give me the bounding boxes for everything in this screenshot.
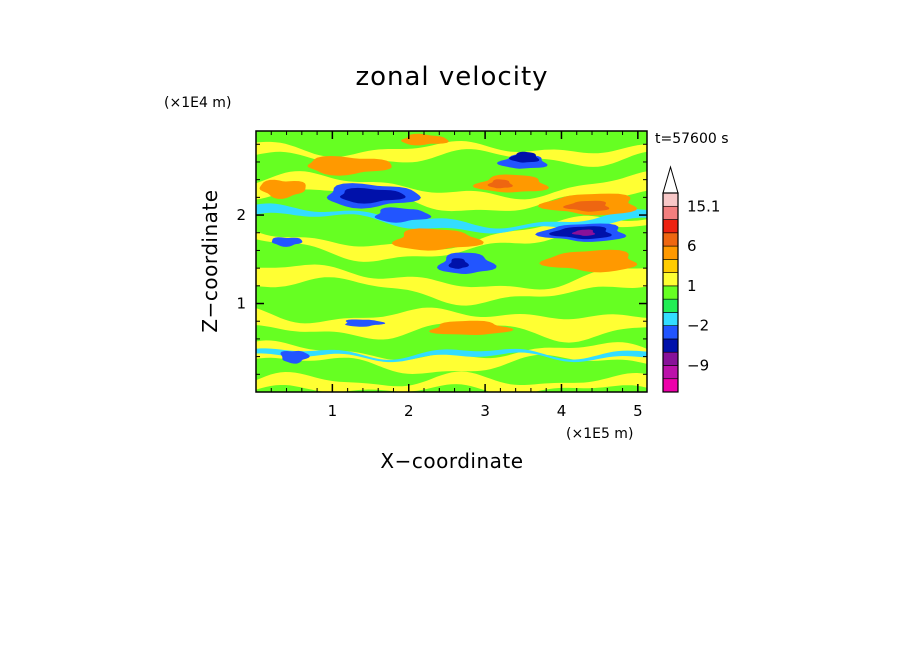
y-tick-label: 2 — [236, 206, 246, 224]
colorbar-tick-label: −2 — [687, 317, 709, 335]
colorbar-swatch — [662, 205, 679, 220]
contour-blob — [472, 174, 550, 193]
chart-title: zonal velocity — [355, 62, 548, 92]
contour-band — [256, 371, 647, 392]
contour-blob — [259, 179, 306, 199]
contour-blob — [339, 187, 406, 204]
x-axis-label: X−coordinate — [380, 449, 523, 473]
x-tick-label: 2 — [404, 402, 414, 420]
x-tick-label: 1 — [328, 402, 338, 420]
colorbar-swatch — [662, 245, 679, 260]
contour-blob — [487, 179, 513, 189]
colorbar-tick-label: 15.1 — [687, 197, 720, 215]
contour-band — [256, 171, 647, 212]
colorbar: 15.1 6 1 −2 −9 — [662, 165, 720, 393]
contour-band — [256, 340, 647, 374]
contour-blob — [280, 350, 310, 364]
colorbar-extend-arrow — [662, 165, 679, 194]
contour-band — [256, 307, 647, 343]
colorbar-swatch — [662, 298, 679, 313]
contour-field — [256, 131, 647, 392]
colorbar-tick-label: −9 — [687, 357, 709, 375]
contour-band — [256, 264, 647, 306]
contour-blob — [271, 237, 303, 247]
contour-blob — [428, 320, 514, 335]
contour-blob — [563, 200, 610, 212]
colorbar-tick-label: 1 — [687, 277, 697, 295]
x-multiplier-label: (×1E5 m) — [566, 426, 633, 442]
colorbar-swatch — [662, 192, 679, 207]
colorbar-swatch — [662, 219, 679, 234]
contour-blob — [401, 133, 449, 146]
contour-blob — [345, 319, 386, 327]
x-tick-label: 4 — [557, 402, 567, 420]
plot-frame — [255, 130, 648, 393]
axis-ticks: 1 2 3 4 5 1 2 — [236, 131, 647, 420]
contour-blob — [391, 228, 484, 251]
colorbar-swatch — [662, 312, 679, 326]
colorbar-swatch — [662, 232, 679, 247]
y-axis-label: Z−coordinate — [198, 189, 222, 332]
colorbar-swatch — [662, 351, 679, 366]
contour-band — [256, 348, 647, 363]
colorbar-tick-label: 6 — [687, 237, 697, 255]
contour-blob — [374, 207, 432, 223]
colorbar-swatch — [662, 259, 679, 273]
contour-band — [256, 215, 647, 262]
colorbar-swatch — [662, 285, 679, 300]
contour-blob — [448, 258, 469, 269]
contour-blob — [307, 156, 392, 176]
colorbar-swatch — [662, 365, 679, 380]
colorbar-swatch — [662, 325, 679, 340]
contour-blob — [571, 229, 596, 236]
contour-blob — [539, 249, 638, 273]
colorbar-swatch — [662, 272, 679, 287]
time-label: t=57600 s — [655, 131, 729, 147]
x-tick-label: 3 — [480, 402, 490, 420]
contour-blob — [509, 151, 540, 163]
colorbar-swatch — [662, 378, 679, 393]
contour-band — [256, 203, 647, 234]
colorbar-frame — [662, 192, 679, 393]
y-multiplier-label: (×1E4 m) — [164, 95, 231, 111]
x-tick-label: 5 — [633, 402, 643, 420]
colorbar-swatch — [662, 338, 679, 353]
y-tick-label: 1 — [236, 295, 246, 313]
